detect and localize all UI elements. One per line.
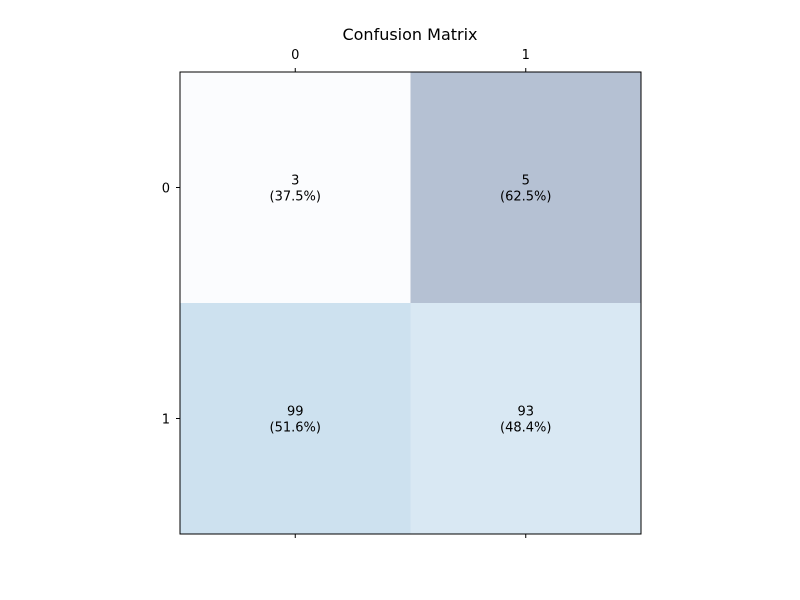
heatmap-cell-1-0 [180, 303, 411, 534]
heatmap-cells: 3(37.5%) 5(62.5%) 99(51.6%) 93(48.4%) [180, 72, 641, 534]
heatmap-cell-0-1 [410, 72, 641, 303]
y-tick-label: 0 [162, 182, 170, 197]
cell-count-label: 5 [522, 174, 530, 189]
cell-percent-label: (62.5%) [500, 190, 551, 205]
cell-count-label: 3 [291, 174, 299, 189]
cell-percent-label: (51.6%) [270, 421, 321, 436]
heatmap-cell-1-1 [410, 303, 641, 534]
x-tick-label: 1 [522, 48, 530, 63]
y-tick-label: 1 [162, 413, 170, 428]
plot-frame [179, 71, 642, 535]
heatmap-cell-0-0 [180, 72, 411, 303]
axis-ticks: 0 1 0 1 [162, 48, 530, 538]
x-tick-label: 0 [291, 48, 299, 63]
cell-percent-label: (37.5%) [270, 190, 321, 205]
chart-title: Confusion Matrix [342, 25, 477, 44]
cell-count-label: 93 [517, 405, 534, 420]
cell-count-label: 99 [287, 405, 304, 420]
cell-percent-label: (48.4%) [500, 421, 551, 436]
